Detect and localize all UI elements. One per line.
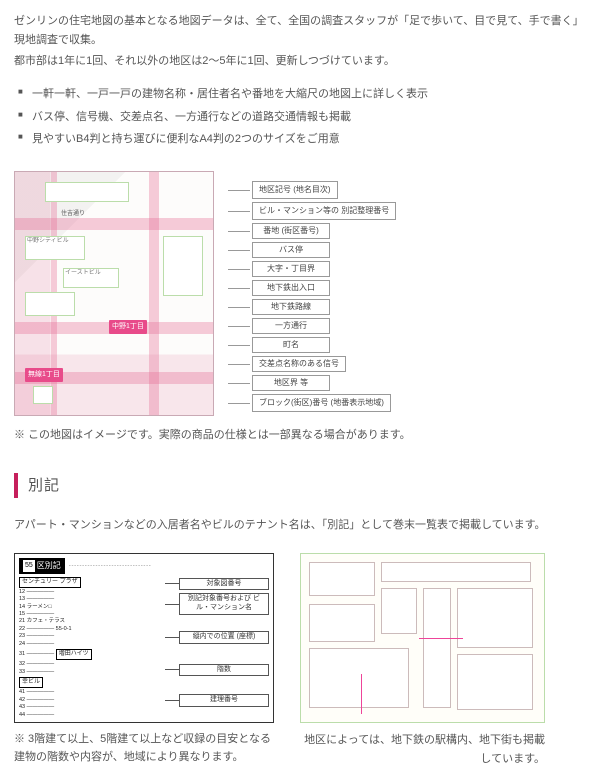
legend-box: バス停 (252, 242, 330, 258)
legend-box: 地下鉄路線 (252, 299, 330, 315)
feature-item: 一軒一軒、一戸一戸の建物名称・居住者名や番地を大縮尺の地図上に詳しく表示 (18, 85, 587, 104)
legend-box: 町名 (252, 337, 330, 353)
bekki-tag: 建理番号 (179, 694, 269, 707)
map-legend: 地区記号 (地名目次) ビル・マンション等の 別記整理番号 番地 (街区番号) … (228, 181, 396, 415)
map-block (33, 386, 53, 404)
bekki-image: 55 区別記 - - - - - - - - - - - - - - - - -… (14, 553, 274, 723)
map-figure: 住吉通り 中野シティビル イーストビル 中野1丁目 無線1丁目 地区記号 (地名… (14, 171, 587, 416)
feature-item: バス停、信号機、交差点名、一方通行などの道路交通情報も掲載 (18, 108, 587, 127)
section-lead: アパート・マンションなどの入居者名やビルのテナント名は、「別記」として巻末一覧表… (14, 516, 587, 535)
bekki-figure: 55 区別記 - - - - - - - - - - - - - - - - -… (14, 553, 274, 766)
feature-item: 見やすいB4判と持ち運びに便利なA4判の2つのサイズをご用意 (18, 130, 587, 149)
legend-box: 交差点名称のある信号 (252, 356, 346, 372)
map-block (25, 292, 75, 316)
bekki-building-name: 幸ビル (19, 677, 43, 688)
intro-line-2: 都市部は1年に1回、それ以外の地区は2～5年に1回、更新しつづけています。 (14, 52, 587, 71)
underground-note: 地区によっては、地下鉄の駅構内、地下街も掲載しています。 (300, 731, 545, 768)
map-red-label: 無線1丁目 (25, 368, 63, 382)
bekki-tag: 対象図番号 (179, 578, 269, 591)
features-list: 一軒一軒、一戸一戸の建物名称・居住者名や番地を大縮尺の地図上に詳しく表示 バス停… (18, 85, 587, 149)
map-image: 住吉通り 中野シティビル イーストビル 中野1丁目 無線1丁目 (14, 171, 214, 416)
bekki-note: ※ 3階建て以上、5階建て以上など収録の目安となる建物の階数や内容が、地域により… (14, 731, 274, 766)
legend-box: ビル・マンション等の 別記整理番号 (252, 202, 396, 220)
legend-box: 地下鉄出入口 (252, 280, 330, 296)
bekki-building-name: センチュリー プラザ (19, 577, 81, 588)
legend-box: ブロック(街区)番号 (地番表示地域) (252, 394, 391, 412)
underground-image (300, 553, 545, 723)
underground-figure: 地区によっては、地下鉄の駅構内、地下街も掲載しています。 (300, 553, 545, 768)
section-heading: 別記 (14, 473, 587, 499)
bekki-tag: 別記対象番号および ビル・マンション名 (179, 593, 269, 615)
intro-line-1: ゼンリンの住宅地図の基本となる地図データは、全て、全国の調査スタッフが「足で歩い… (14, 12, 587, 49)
bekki-building-name: 増田ハイツ (56, 649, 92, 660)
legend-box: 地区記号 (地名目次) (252, 181, 338, 199)
map-red-label: 中野1丁目 (109, 320, 147, 334)
map-block: イーストビル (63, 268, 119, 288)
map-block (163, 236, 203, 296)
map-block: 中野シティビル (25, 236, 85, 260)
legend-box: 地区界 等 (252, 375, 330, 391)
legend-box: 一方通行 (252, 318, 330, 334)
map-note: ※ この地図はイメージです。実際の商品の仕様とは一部異なる場合があります。 (14, 426, 587, 445)
map-block (45, 182, 129, 202)
map-street-label: 住吉通り (61, 209, 85, 219)
bekki-badge: 55 区別記 (19, 558, 65, 574)
legend-box: 番地 (街区番号) (252, 223, 330, 239)
bekki-tag: 縦内での位置 (座標) (179, 631, 269, 644)
bekki-tag: 階数 (179, 664, 269, 677)
legend-box: 大字・丁目界 (252, 261, 330, 277)
